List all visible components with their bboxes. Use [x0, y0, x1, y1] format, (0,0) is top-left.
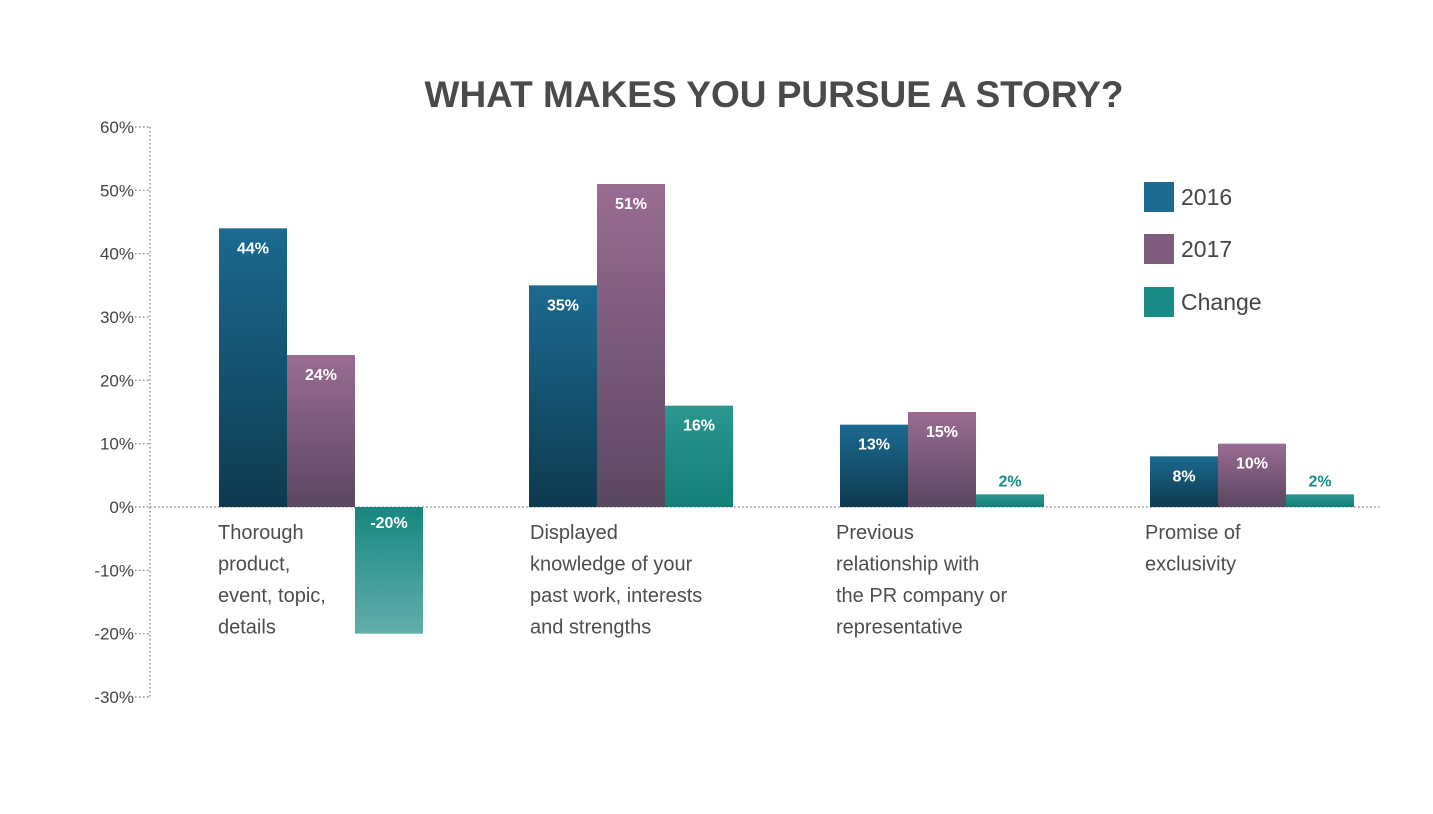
y-tick-label: 50% — [100, 181, 134, 200]
category-label: and strengths — [530, 617, 651, 639]
bar-2017 — [1218, 443, 1286, 507]
bar-change — [976, 494, 1044, 507]
y-tick-label: 0% — [109, 498, 134, 517]
y-tick-label: -10% — [94, 561, 134, 580]
category-label: relationship with — [836, 554, 979, 576]
category-label: representative — [836, 617, 963, 639]
category-label: details — [218, 617, 276, 639]
legend-swatch-2016 — [1144, 182, 1174, 212]
data-label: 44% — [237, 240, 269, 257]
legend-swatch-change — [1144, 287, 1174, 317]
category-label: past work, interests — [530, 585, 702, 607]
bar-2016 — [1150, 456, 1218, 507]
bar-2017 — [908, 412, 976, 507]
category-label: event, topic, — [218, 585, 326, 607]
data-label: 10% — [1236, 456, 1268, 473]
chart-title: WHAT MAKES YOU PURSUE A STORY? — [425, 74, 1124, 115]
bar-2017 — [287, 355, 355, 507]
category-label: knowledge of your — [530, 554, 693, 576]
legend-swatch-2017 — [1144, 234, 1174, 264]
bar-2016 — [529, 285, 597, 507]
bar-2017 — [597, 184, 665, 507]
data-label: 2% — [1308, 473, 1331, 490]
y-tick-label: -30% — [94, 688, 134, 707]
legend-label: Change — [1181, 289, 1262, 315]
y-tick-label: 30% — [100, 308, 134, 327]
bar-change — [1286, 494, 1354, 507]
data-label: 16% — [683, 418, 715, 435]
data-label: 35% — [547, 297, 579, 314]
category-label: Thorough — [218, 522, 304, 544]
legend-label: 2017 — [1181, 236, 1232, 262]
data-label: 2% — [998, 473, 1021, 490]
category-label: the PR company or — [836, 585, 1008, 607]
category-label: Displayed — [530, 522, 618, 544]
y-tick-label: 60% — [100, 118, 134, 137]
category-labels: Thorough product, event, topic, details Disp… — [218, 522, 1241, 639]
bar-change — [355, 507, 423, 634]
category-label: Promise of — [1145, 522, 1241, 544]
data-label: 8% — [1172, 468, 1195, 485]
y-tick-label: 20% — [100, 371, 134, 390]
legend-label: 2016 — [1181, 184, 1232, 210]
y-tick-label: 10% — [100, 435, 134, 454]
legend: 2016 2017 Change — [1144, 182, 1262, 317]
data-label: -20% — [370, 515, 407, 532]
data-label: 51% — [615, 196, 647, 213]
data-label: 15% — [926, 424, 958, 441]
bar-2016 — [219, 228, 287, 508]
bars: 44% 35% 13% 8% 24% 51% 15% 10% -20% 16% 2% 2% — [219, 184, 1354, 634]
category-label: exclusivity — [1145, 554, 1236, 576]
data-label: 24% — [305, 367, 337, 384]
data-label: 13% — [858, 437, 890, 454]
y-tick-label: -20% — [94, 625, 134, 644]
bar-change — [665, 405, 733, 507]
category-label: product, — [218, 554, 290, 576]
category-label: Previous — [836, 522, 914, 544]
y-tick-label: 40% — [100, 245, 134, 264]
bar-2016 — [840, 424, 908, 507]
